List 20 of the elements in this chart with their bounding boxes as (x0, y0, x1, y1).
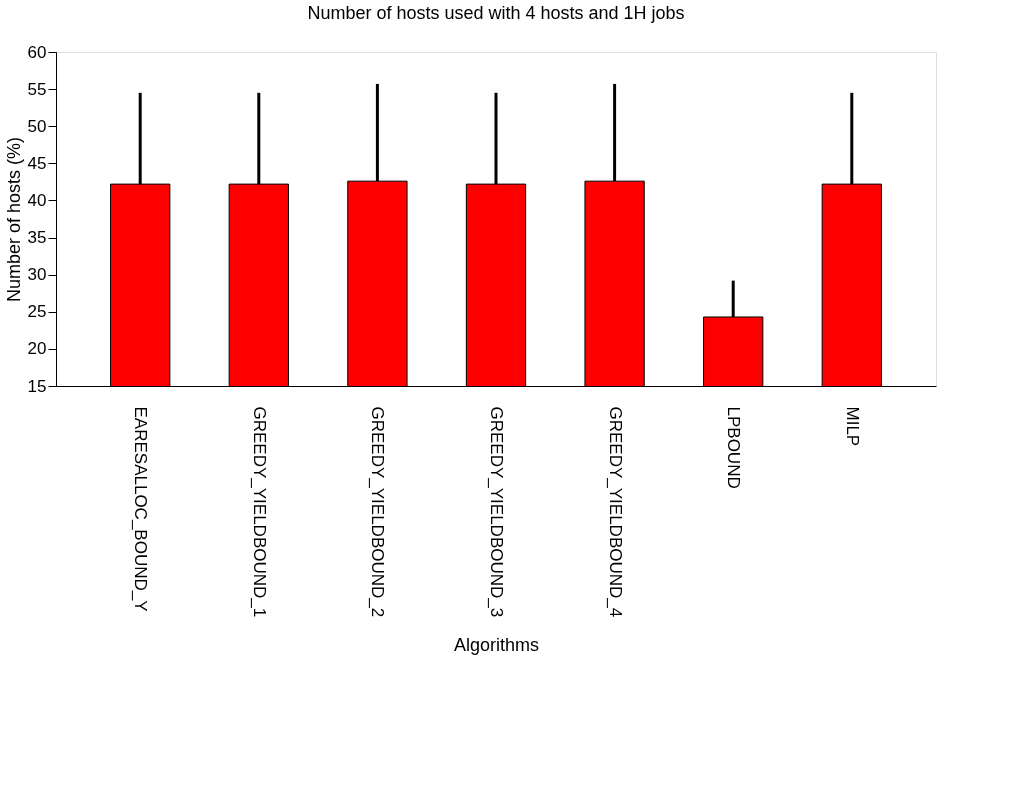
y-tick-label: 60 (27, 42, 47, 62)
y-tick-label: 30 (27, 265, 47, 285)
y-tick-label: 25 (27, 302, 47, 322)
y-tick-label: 55 (27, 79, 47, 99)
x-tick-label: GREEDY_YIELDBOUND_3 (487, 406, 506, 618)
x-axis-title: Algorithms (453, 634, 540, 655)
y-tick-label: 35 (27, 228, 47, 248)
x-tick-label: GREEDY_YIELDBOUND_2 (368, 406, 388, 618)
x-tick-label: MILP (842, 406, 862, 447)
x-tick-label: GREEDY_YIELDBOUND_4 (605, 406, 625, 618)
y-tick-label: 40 (27, 190, 47, 210)
x-tick-label: LPBOUND (724, 406, 744, 489)
y-tick-label: 20 (27, 339, 47, 359)
chart-title: Number of hosts used with 4 hosts and 1H jobs (307, 3, 685, 23)
y-tick-label: 50 (27, 116, 47, 136)
y-tick-label: 15 (27, 376, 47, 396)
y-tick-label: 45 (27, 153, 47, 173)
x-tick-label: EARESALLOC_BOUND_Y (131, 406, 151, 612)
x-tick-label: GREEDY_YIELDBOUND_1 (249, 406, 269, 618)
y-axis-title: Number of hosts (%) (3, 136, 24, 303)
